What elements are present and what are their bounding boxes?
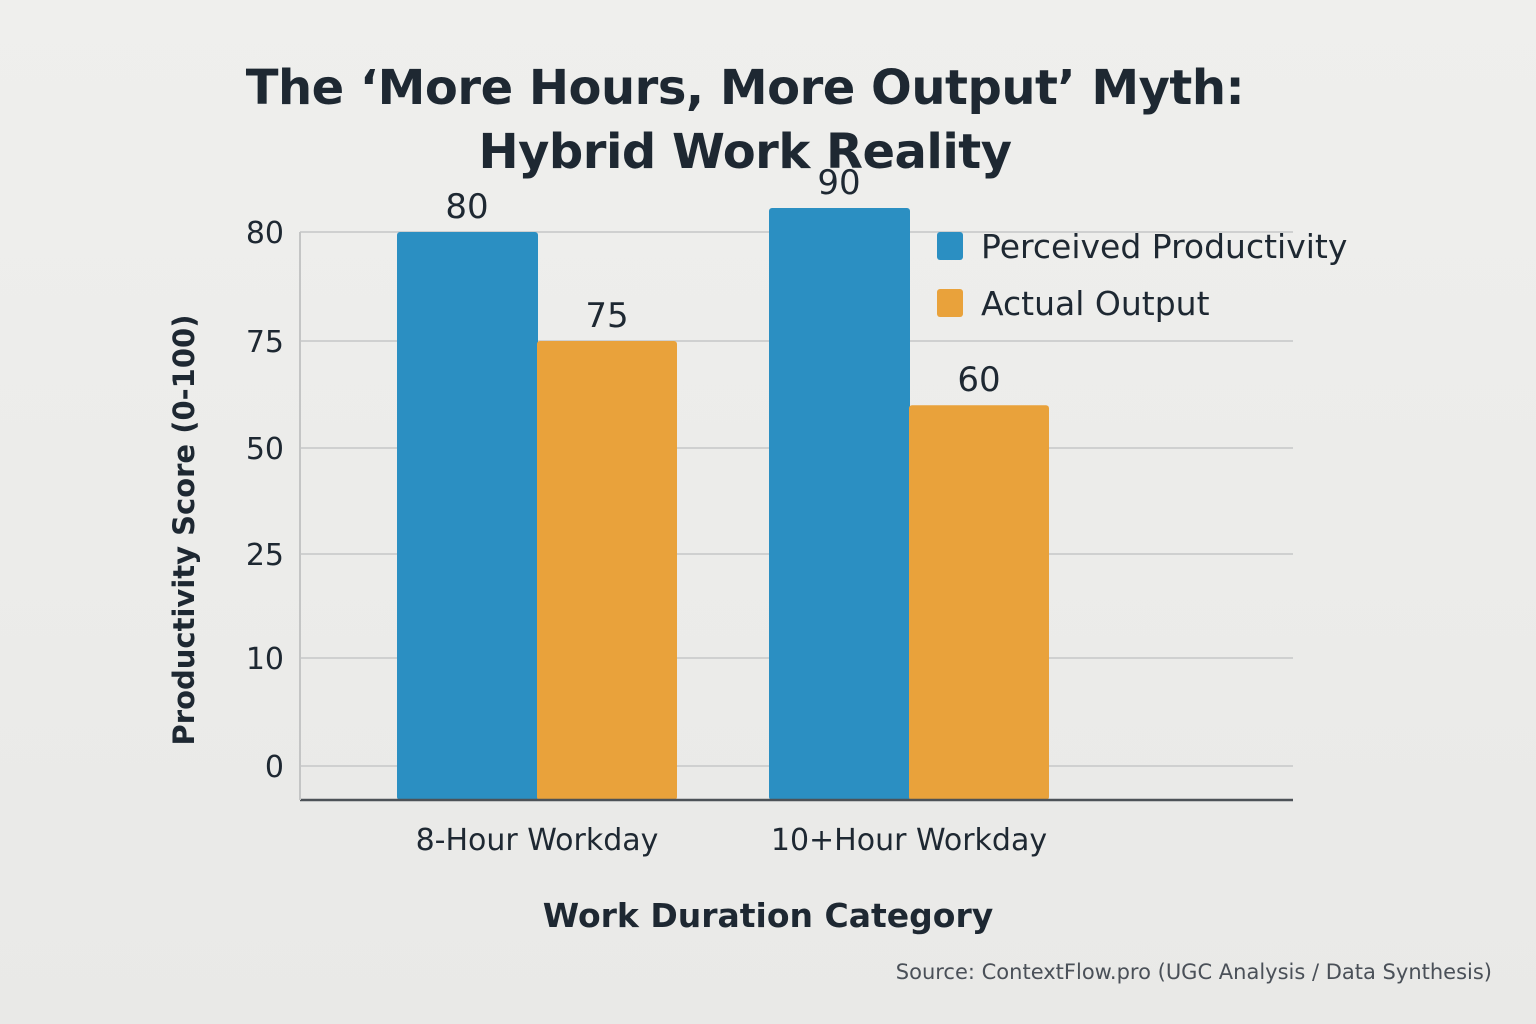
legend-label: Actual Output bbox=[981, 284, 1210, 323]
legend-label: Perceived Productivity bbox=[981, 227, 1347, 266]
bar-actual bbox=[537, 341, 677, 800]
bar-perceived bbox=[397, 232, 538, 800]
legend-swatch bbox=[937, 289, 963, 317]
y-tick-label: 80 bbox=[246, 216, 284, 251]
x-axis-ticks: 8-Hour Workday 10+Hour Workday bbox=[416, 823, 1048, 858]
bar-perceived bbox=[769, 208, 910, 800]
bars bbox=[397, 208, 1049, 800]
y-axis-ticks: 0 10 25 50 75 80 bbox=[246, 216, 284, 785]
y-tick-label: 75 bbox=[246, 325, 284, 360]
bar-value-label: 80 bbox=[445, 187, 488, 227]
bar-value-label: 90 bbox=[817, 163, 860, 203]
y-tick-label: 0 bbox=[265, 750, 284, 785]
x-tick-label: 8-Hour Workday bbox=[416, 823, 659, 858]
y-tick-label: 10 bbox=[246, 642, 284, 677]
x-tick-label: 10+Hour Workday bbox=[771, 823, 1047, 858]
y-axis-title: Productivity Score (0-100) bbox=[167, 315, 201, 746]
chart-title-line-1: The ‘More Hours, More Output’ Myth: bbox=[245, 60, 1245, 116]
legend-swatch bbox=[937, 232, 963, 260]
bar-actual bbox=[909, 405, 1049, 800]
y-tick-label: 25 bbox=[246, 538, 284, 573]
bar-value-label: 75 bbox=[585, 296, 628, 336]
data-labels: 80 75 90 60 bbox=[445, 163, 1000, 400]
legend: Perceived Productivity Actual Output bbox=[937, 227, 1347, 323]
x-axis-title: Work Duration Category bbox=[543, 896, 994, 935]
source-note: Source: ContextFlow.pro (UGC Analysis / … bbox=[895, 960, 1492, 984]
chart-title-line-2: Hybrid Work Reality bbox=[478, 124, 1012, 180]
bar-value-label: 60 bbox=[957, 360, 1000, 400]
y-tick-label: 50 bbox=[246, 432, 284, 467]
